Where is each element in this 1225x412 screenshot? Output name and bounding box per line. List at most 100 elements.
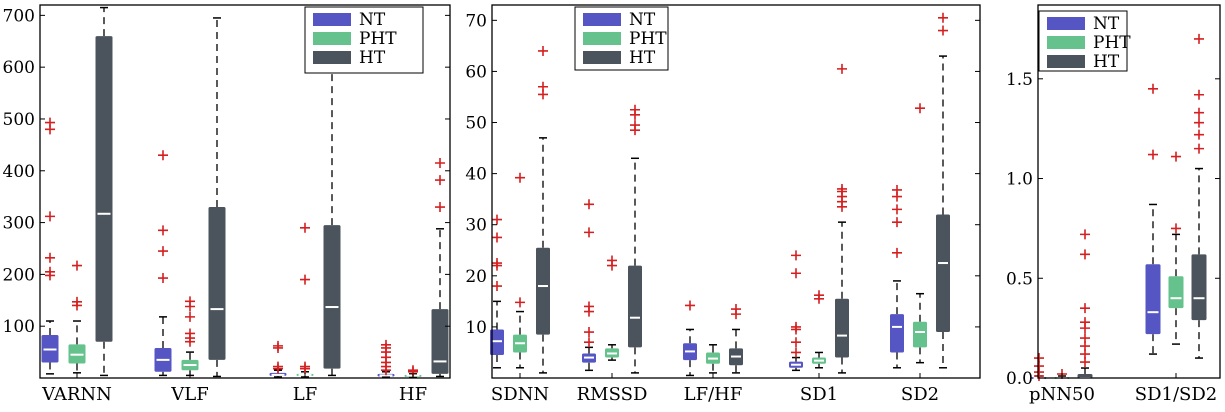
legend-label-pht: PHT — [359, 29, 397, 49]
outlier-marker — [492, 232, 502, 243]
outlier-marker — [791, 347, 801, 358]
y-tick-label: 60 — [465, 62, 487, 82]
axes-frame — [39, 4, 451, 379]
outlier-marker — [538, 45, 548, 56]
box-iqr — [490, 329, 504, 356]
outlier-marker — [185, 296, 195, 307]
outlier-marker — [1148, 149, 1158, 160]
outlier-marker — [1194, 33, 1204, 44]
outlier-marker — [492, 214, 502, 225]
outlier-marker — [1194, 143, 1204, 154]
outlier-marker — [584, 301, 594, 312]
outlier-marker — [1194, 117, 1204, 128]
outlier-marker — [607, 255, 617, 266]
box-iqr — [835, 298, 849, 358]
outlier-marker — [381, 339, 391, 350]
outlier-marker — [1194, 107, 1204, 118]
x-category-label: VLF — [170, 384, 208, 405]
legend-label-pht: PHT — [629, 29, 667, 49]
outlier-marker — [791, 268, 801, 279]
outlier-marker — [1034, 353, 1044, 364]
outlier-marker — [892, 184, 902, 195]
outlier-marker — [1194, 89, 1204, 100]
x-category-label: RMSSD — [577, 384, 648, 405]
outlier-marker — [538, 81, 548, 92]
y-tick-label: 200 — [3, 265, 35, 285]
outlier-marker — [938, 25, 948, 36]
legend-label-ht: HT — [629, 48, 656, 68]
y-tick-label: 0.5 — [1006, 269, 1033, 289]
legend-swatch-ht — [1047, 55, 1085, 68]
outlier-marker — [45, 266, 55, 277]
outlier-marker — [630, 104, 640, 115]
outlier-marker — [814, 290, 824, 301]
y-tick-label: 30 — [465, 216, 487, 236]
box-ht-varnn — [95, 6, 113, 377]
outlier-marker — [158, 273, 168, 284]
outlier-marker — [300, 274, 310, 285]
legend-label-pht: PHT — [1093, 33, 1131, 53]
box-ht-sd1-sd2 — [1191, 33, 1207, 359]
outlier-marker — [584, 199, 594, 210]
box-pht-sd2 — [913, 103, 927, 364]
y-tick-label: 50 — [465, 114, 487, 134]
y-tick-label: 100 — [3, 317, 35, 337]
box-ht-lf-hf — [729, 304, 743, 374]
box-ht-sd2 — [936, 12, 950, 369]
legend-swatch-nt — [583, 13, 621, 26]
outlier-marker — [492, 258, 502, 269]
y-tick-label: 400 — [3, 162, 35, 182]
x-category-label: HF — [399, 384, 427, 405]
outlier-marker — [515, 172, 525, 183]
box-pht-rmssd — [605, 255, 619, 361]
box-iqr — [208, 207, 226, 360]
x-category-label: LF — [293, 384, 317, 405]
x-category-label: LF/HF — [684, 384, 743, 405]
outlier-marker — [892, 247, 902, 258]
x-category-label: SD1 — [800, 384, 838, 405]
box-iqr — [913, 321, 927, 348]
outlier-marker — [1080, 333, 1090, 344]
box-iqr — [1168, 276, 1184, 309]
outlier-marker — [1080, 249, 1090, 260]
panel-2: 10 20 30 40 50 60 70 SDNN RMSSD LF/HF SD1 SD2 NTPHTH… — [465, 4, 981, 405]
box-iqr — [95, 36, 113, 342]
legend-swatch-ht — [313, 51, 351, 64]
outlier-marker — [158, 246, 168, 257]
x-category-label: SD1/SD2 — [1135, 384, 1218, 405]
box-iqr — [323, 225, 341, 369]
box-iqr — [431, 309, 449, 374]
box-iqr — [536, 247, 550, 335]
box-pht-vlf — [181, 296, 199, 377]
box-nt-lf-hf — [683, 300, 697, 377]
legend-swatch-nt — [313, 13, 351, 26]
x-category-label: pNN50 — [1029, 384, 1095, 405]
outlier-marker — [300, 361, 310, 372]
outlier-marker — [273, 361, 283, 372]
legend-label-ht: HT — [1093, 52, 1120, 72]
outlier-marker — [630, 120, 640, 131]
box-ht-hf — [431, 158, 449, 378]
box-pht-lf — [296, 222, 314, 378]
outlier-marker — [1080, 229, 1090, 240]
x-category-label: SDNN — [491, 384, 549, 405]
outlier-marker — [45, 211, 55, 222]
x-category-label: VARNN — [41, 384, 112, 405]
y-tick-label: 10 — [465, 318, 487, 338]
axes-frame — [1037, 4, 1221, 379]
outlier-marker — [837, 63, 847, 74]
box-pht-lf-hf — [706, 344, 720, 374]
legend-swatch-pht — [313, 32, 351, 45]
box-pht-sdnn — [513, 172, 527, 369]
outlier-marker — [1080, 303, 1090, 314]
outlier-marker — [791, 321, 801, 332]
outlier-marker — [915, 103, 925, 114]
outlier-marker — [892, 204, 902, 215]
outlier-marker — [158, 150, 168, 161]
legend-swatch-pht — [1047, 36, 1085, 49]
box-nt-hf — [377, 339, 395, 378]
outlier-marker — [300, 222, 310, 233]
